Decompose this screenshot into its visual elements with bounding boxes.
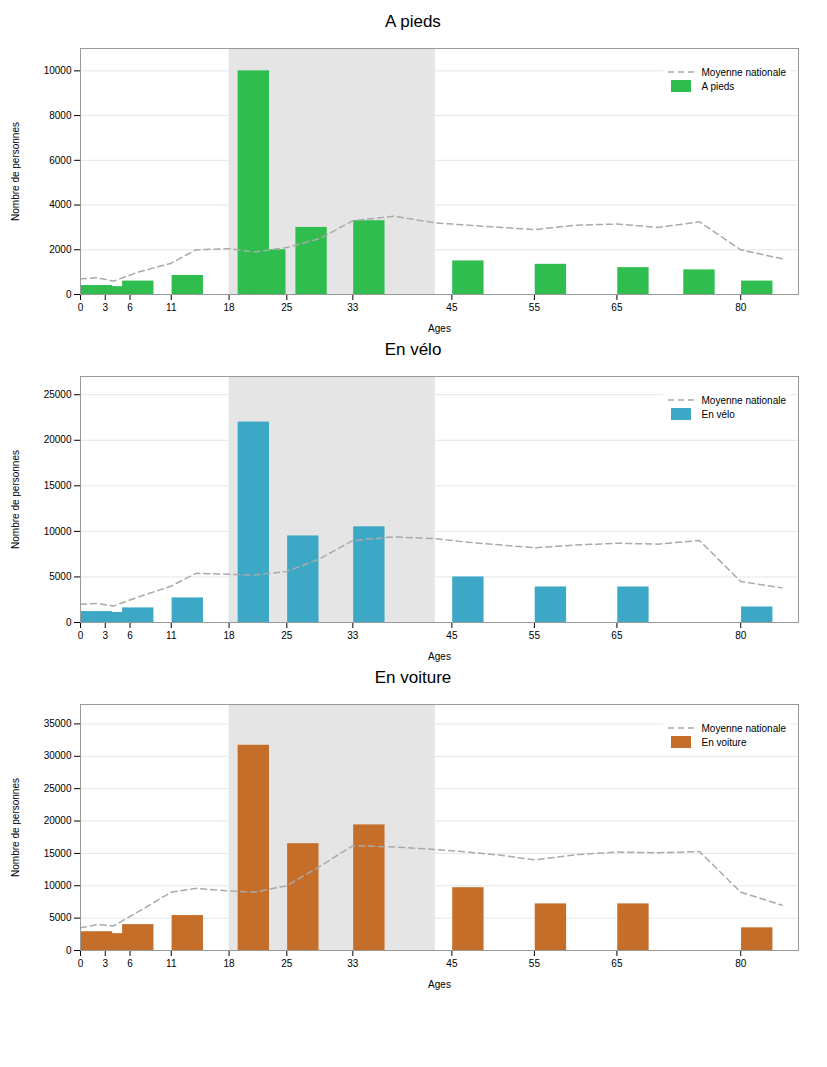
svg-text:3: 3 [102,302,108,313]
svg-text:3: 3 [102,630,108,641]
html-text:En voiture: En voiture [374,668,452,687]
svg-text:25: 25 [281,958,293,969]
svg-text:0: 0 [66,617,72,628]
html-text:En voiture: En voiture [701,736,747,748]
svg-text:18: 18 [223,302,235,313]
svg-text:0: 0 [66,945,72,956]
svg-text:18: 18 [223,958,235,969]
svg-text:25000: 25000 [44,783,72,794]
svg-text:5000: 5000 [49,912,72,923]
svg-text:0: 0 [66,289,72,300]
svg-text:65: 65 [611,958,623,969]
html-text:En vélo: En vélo [701,408,735,420]
html-text:A pieds: A pieds [385,12,441,31]
svg-text:3: 3 [102,958,108,969]
svg-text:5000: 5000 [49,571,72,582]
svg-text:20000: 20000 [44,434,72,445]
svg-text:15000: 15000 [44,848,72,859]
svg-text:0: 0 [78,958,84,969]
svg-text:Nombre de personnes: Nombre de personnes [10,450,21,549]
html-text:Moyenne nationale: Moyenne nationale [701,394,786,406]
svg-text:Ages: Ages [428,979,451,990]
svg-text:6: 6 [127,958,133,969]
svg-text:80: 80 [735,302,747,313]
svg-text:2000: 2000 [49,244,72,255]
svg-text:6000: 6000 [49,155,72,166]
svg-text:25: 25 [281,302,293,313]
svg-text:11: 11 [166,630,177,641]
svg-text:10000: 10000 [44,880,72,891]
svg-text:30000: 30000 [44,750,72,761]
svg-text:Nombre de personnes: Nombre de personnes [10,778,21,877]
svg-text:15000: 15000 [44,480,72,491]
svg-text:45: 45 [446,958,458,969]
html-text:Moyenne nationale: Moyenne nationale [701,722,786,734]
svg-text:33: 33 [347,958,359,969]
svg-text:11: 11 [166,958,177,969]
svg-text:55: 55 [529,958,541,969]
svg-text:18: 18 [223,630,235,641]
svg-text:45: 45 [446,630,458,641]
svg-text:80: 80 [735,630,747,641]
svg-text:10000: 10000 [44,65,72,76]
html-text:Moyenne nationale: Moyenne nationale [701,66,786,78]
svg-text:33: 33 [347,302,359,313]
html-text:A pieds: A pieds [701,80,735,92]
svg-text:0: 0 [78,630,84,641]
svg-text:11: 11 [166,302,177,313]
svg-text:25: 25 [281,630,293,641]
svg-text:0: 0 [78,302,84,313]
svg-text:33: 33 [347,630,359,641]
svg-text:80: 80 [735,958,747,969]
svg-text:Nombre de personnes: Nombre de personnes [10,122,21,221]
svg-text:4000: 4000 [49,199,72,210]
svg-text:35000: 35000 [44,718,72,729]
svg-text:55: 55 [529,302,541,313]
svg-text:Ages: Ages [428,651,451,662]
svg-text:6: 6 [127,630,133,641]
svg-text:Ages: Ages [428,323,451,334]
html-text:En vélo: En vélo [384,340,442,359]
svg-text:25000: 25000 [44,389,72,400]
svg-text:8000: 8000 [49,110,72,121]
svg-text:65: 65 [611,302,623,313]
svg-text:55: 55 [529,630,541,641]
svg-text:65: 65 [611,630,623,641]
svg-text:6: 6 [127,302,133,313]
svg-text:45: 45 [446,302,458,313]
svg-text:10000: 10000 [44,526,72,537]
svg-text:20000: 20000 [44,815,72,826]
